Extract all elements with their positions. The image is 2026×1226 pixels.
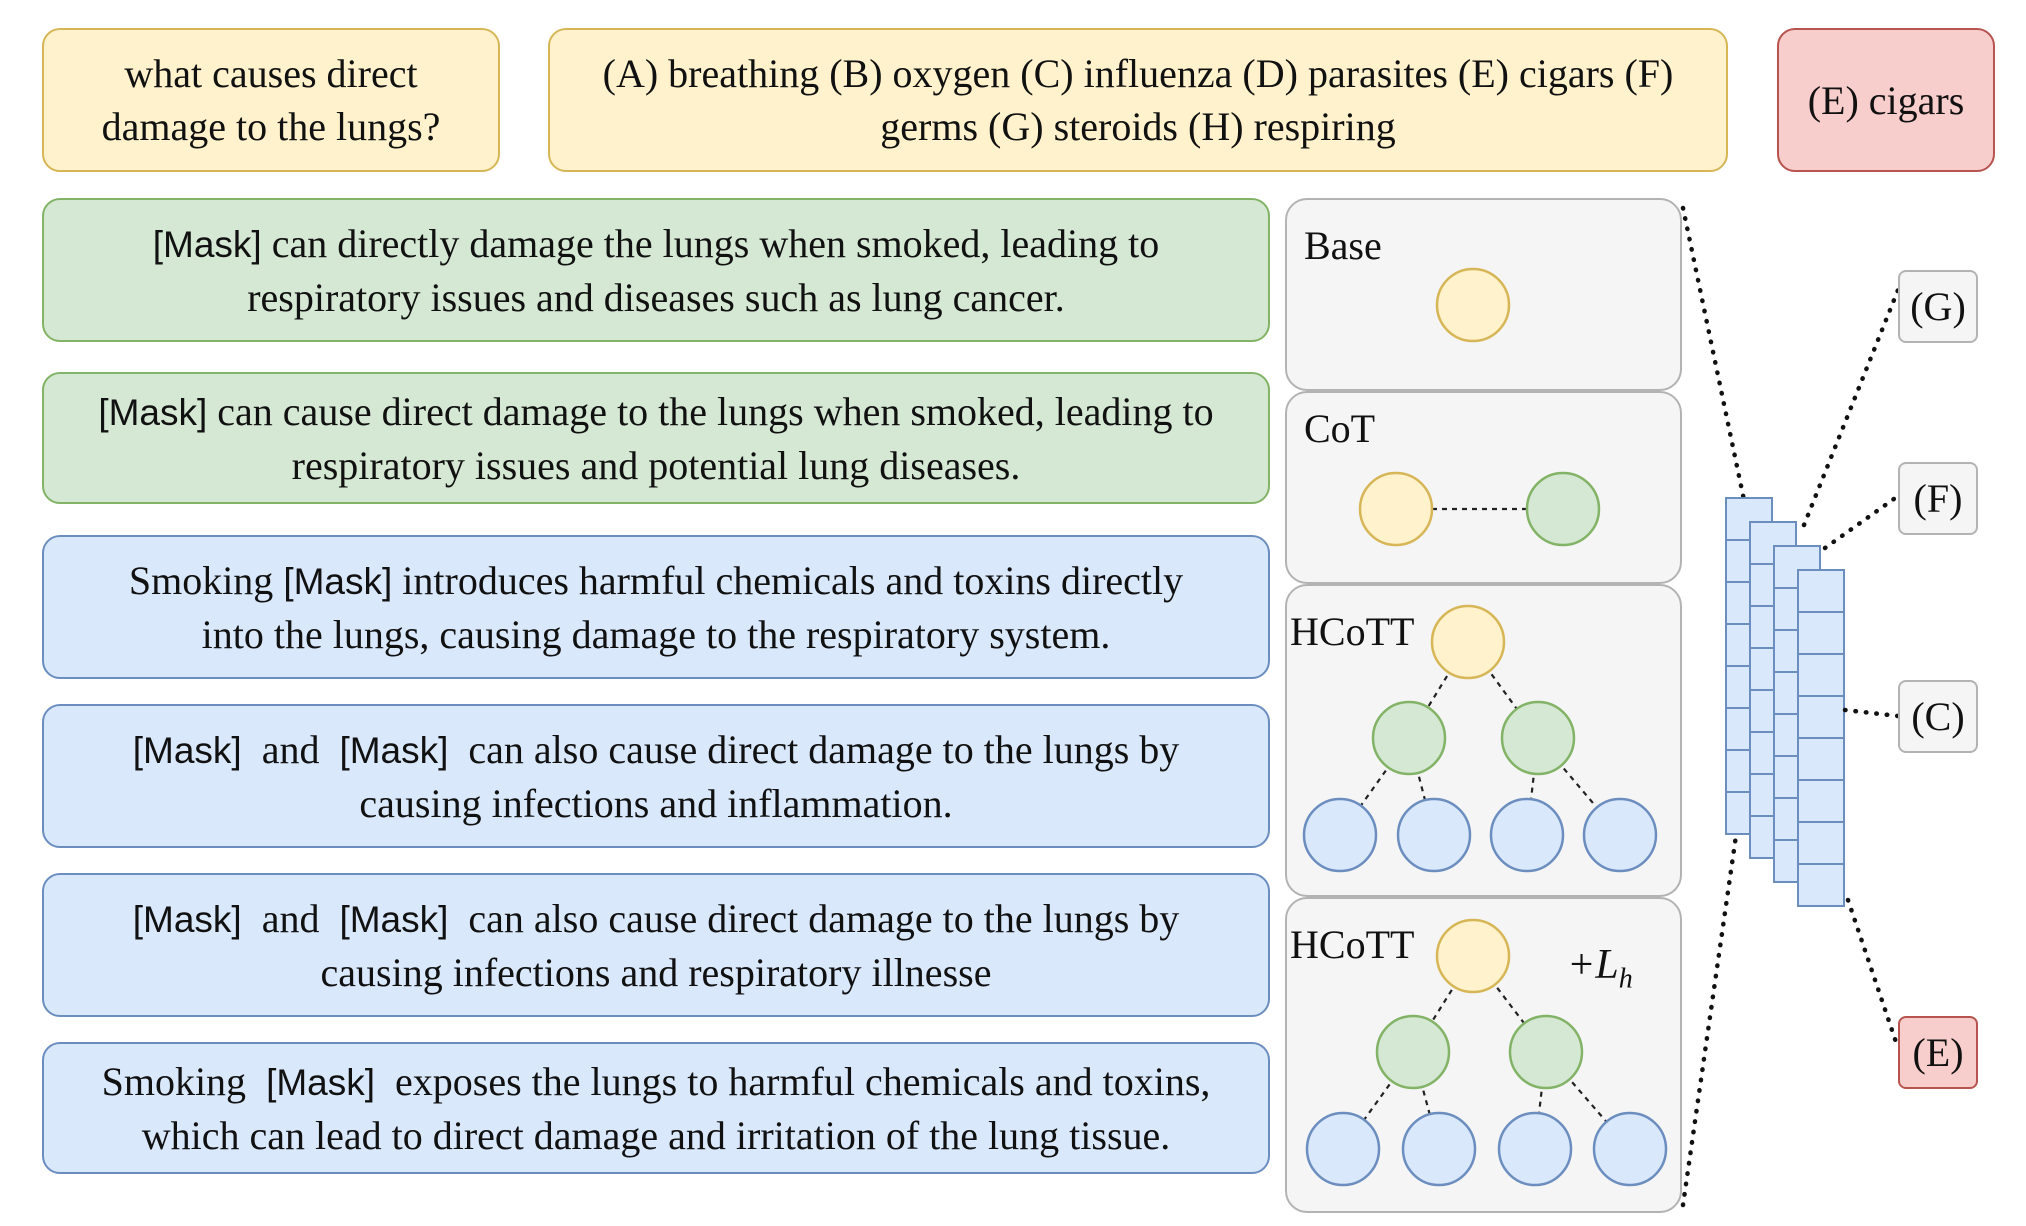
blue-node	[1305, 1111, 1381, 1187]
explanation-line: Smoking [Mask] exposes the lungs to harm…	[102, 1055, 1211, 1109]
explanation-text: causing infections and respiratory illne…	[320, 949, 992, 995]
explanation-line: respiratory issues and diseases such as …	[247, 271, 1065, 324]
choices-text: (A) breathing (B) oxygen (C) influenza (…	[602, 51, 1674, 149]
graphics-group	[1302, 205, 1901, 1208]
choices-box: (A) breathing (B) oxygen (C) influenza (…	[548, 28, 1728, 172]
explanation-text: respiratory issues and potential lung di…	[291, 442, 1021, 488]
explanation-text: can directly damage the lungs when smoke…	[261, 220, 1160, 266]
option-c-label: (C)	[1911, 694, 1965, 739]
mask-token: [Mask]	[339, 729, 449, 771]
dotted-connector	[1845, 897, 1901, 1051]
option-g-box: (G)	[1898, 270, 1978, 343]
mask-token: [Mask]	[152, 223, 262, 265]
blue-node	[1489, 797, 1565, 873]
explanation-line: [Mask] and [Mask] can also cause direct …	[133, 892, 1180, 946]
blue-node	[1302, 797, 1378, 873]
panel-cot: CoT	[1285, 391, 1682, 584]
explanation-text: causing infections and inflammation.	[359, 780, 953, 826]
mask-token: [Mask]	[98, 391, 208, 433]
panel-title-hcott-lh: HCoTT	[1290, 922, 1415, 967]
blue-node	[1396, 797, 1472, 873]
green-node	[1375, 1014, 1451, 1090]
option-f-box: (F)	[1898, 462, 1978, 535]
dotted-connector	[1801, 287, 1901, 528]
explanation-text: Smoking	[128, 557, 284, 603]
loss-label: +Lh	[1567, 941, 1633, 995]
panel-title-base: Base	[1304, 223, 1382, 268]
explanation-text: and	[241, 726, 340, 772]
mask-token: [Mask]	[339, 898, 449, 940]
explanation-box-1: [Mask] can directly damage the lungs whe…	[42, 198, 1270, 342]
loss-label-sub: h	[1618, 963, 1633, 995]
option-e-box: (E)	[1898, 1016, 1978, 1089]
blue-node	[1592, 1111, 1668, 1187]
blue-node	[1401, 1111, 1477, 1187]
green-node	[1508, 1014, 1584, 1090]
dotted-connector	[1822, 493, 1901, 551]
yellow-node	[1430, 604, 1506, 680]
mask-token: [Mask]	[132, 898, 242, 940]
yellow-node	[1358, 471, 1434, 547]
blue-node	[1497, 1111, 1573, 1187]
explanation-text: can cause direct damage to the lungs whe…	[207, 388, 1214, 434]
dotted-connector	[1680, 205, 1747, 503]
yellow-node	[1435, 267, 1511, 343]
explanation-line: causing infections and inflammation.	[359, 777, 952, 830]
option-f-label: (F)	[1913, 476, 1963, 521]
explanation-box-6: Smoking [Mask] exposes the lungs to harm…	[42, 1042, 1270, 1174]
explanation-line: into the lungs, causing damage to the re…	[202, 608, 1111, 661]
option-g-label: (G)	[1910, 284, 1966, 329]
dotted-connector	[1842, 707, 1901, 719]
explanation-line: which can lead to direct damage and irri…	[142, 1109, 1171, 1162]
blue-node	[1582, 797, 1658, 873]
question-text: what causes direct damage to the lungs?	[101, 51, 441, 149]
explanation-box-2: [Mask] can cause direct damage to the lu…	[42, 372, 1270, 504]
explanation-box-3: Smoking [Mask] introduces harmful chemic…	[42, 535, 1270, 679]
explanation-line: respiratory issues and potential lung di…	[292, 439, 1021, 492]
dotted-connector	[1680, 777, 1747, 1208]
explanation-text: which can lead to direct damage and irri…	[141, 1112, 1171, 1158]
explanation-box-4: [Mask] and [Mask] can also cause direct …	[42, 704, 1270, 848]
explanation-text: exposes the lungs to harmful chemicals a…	[375, 1058, 1211, 1104]
explanation-text: can also cause direct damage to the lung…	[448, 726, 1180, 772]
explanation-line: [Mask] and [Mask] can also cause direct …	[133, 723, 1180, 777]
explanation-line: [Mask] can cause direct damage to the lu…	[98, 385, 1213, 439]
explanation-line: [Mask] can directly damage the lungs whe…	[153, 217, 1160, 271]
option-e-label: (E)	[1912, 1030, 1964, 1075]
explanation-text: and	[241, 895, 340, 941]
green-node	[1371, 700, 1447, 776]
explanation-line: causing infections and respiratory illne…	[321, 946, 992, 999]
explanation-line: Smoking [Mask] introduces harmful chemic…	[129, 554, 1183, 608]
loss-label-main: +L	[1567, 942, 1619, 988]
explanation-text: into the lungs, causing damage to the re…	[201, 611, 1111, 657]
explanation-text: introduces harmful chemicals and toxins …	[392, 557, 1184, 603]
explanation-text: respiratory issues and diseases such as …	[247, 274, 1065, 320]
green-node	[1525, 471, 1601, 547]
explanation-text: can also cause direct damage to the lung…	[448, 895, 1180, 941]
explanation-box-5: [Mask] and [Mask] can also cause direct …	[42, 873, 1270, 1017]
panel-title-cot: CoT	[1304, 406, 1376, 451]
green-node	[1500, 700, 1576, 776]
explanation-text: Smoking	[101, 1058, 267, 1104]
yellow-node	[1435, 918, 1511, 994]
panel-title-hcott: HCoTT	[1290, 609, 1415, 654]
mask-token: [Mask]	[132, 729, 242, 771]
option-c-box: (C)	[1898, 680, 1978, 753]
answer-text: (E) cigars	[1807, 77, 1965, 123]
answer-box: (E) cigars	[1777, 28, 1995, 172]
question-box: what causes direct damage to the lungs?	[42, 28, 500, 172]
mask-token: [Mask]	[266, 1061, 376, 1103]
mask-token: [Mask]	[283, 560, 393, 602]
